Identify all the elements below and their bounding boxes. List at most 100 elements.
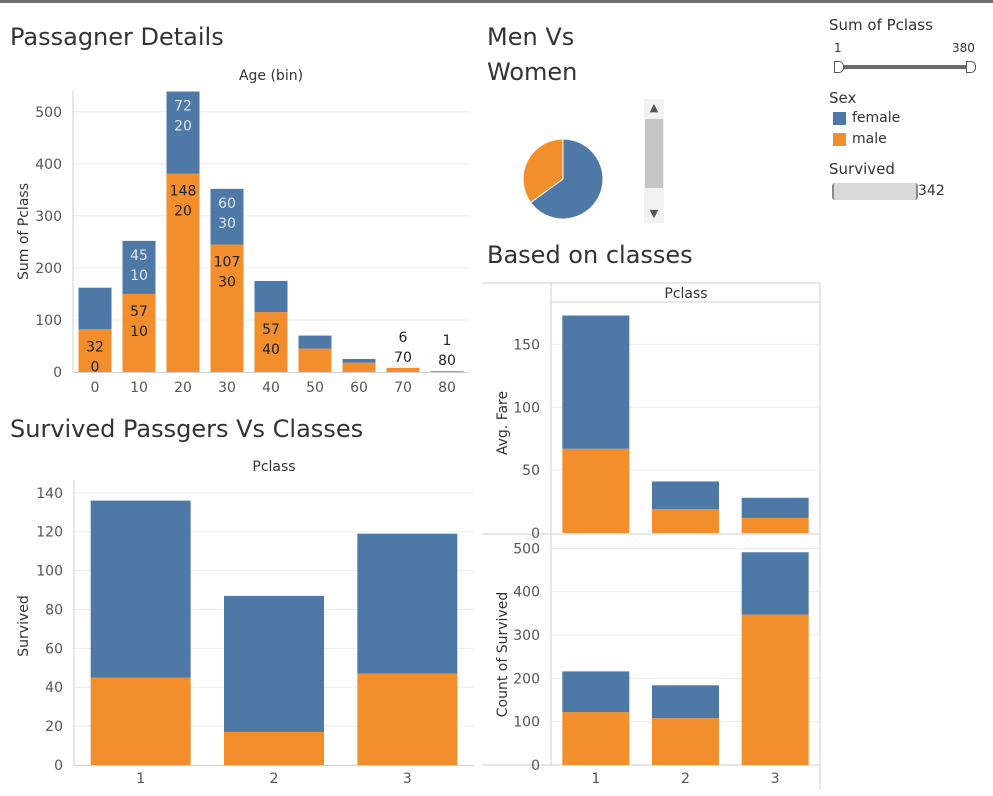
survived-filter-slider[interactable] — [832, 183, 918, 200]
bar-data-label: 40 — [262, 342, 280, 358]
bar-data-label: 60 — [218, 196, 236, 212]
bar-data-label: 6 — [399, 330, 408, 346]
bar-male — [342, 362, 376, 372]
pclass-range-slider[interactable] — [834, 61, 976, 73]
slider-handle-min[interactable] — [834, 61, 844, 73]
bar-female — [357, 533, 458, 674]
bar-male — [210, 244, 244, 372]
bar-female — [652, 481, 719, 510]
bar-data-label: 57 — [130, 304, 148, 320]
title-passenger-details: Passagner Details — [10, 23, 224, 51]
x-tick-label: 50 — [306, 380, 324, 396]
bar-female — [90, 500, 191, 678]
bar-data-label: 45 — [130, 248, 148, 264]
y-tick-label: 20 — [45, 719, 63, 735]
bar-male — [562, 712, 630, 765]
bar-female — [254, 280, 288, 313]
y-tick-label: 100 — [36, 564, 63, 580]
title-based-on-classes: Based on classes — [487, 241, 693, 269]
bar-female — [78, 287, 112, 330]
pie-scrollbar[interactable]: ▲ ▼ — [644, 99, 664, 223]
bar-data-label: 0 — [91, 359, 100, 375]
bar-female — [741, 497, 809, 518]
bar-data-label: 1 — [443, 333, 452, 349]
y-tick-label: 100 — [513, 400, 540, 416]
y-tick-label: 0 — [53, 365, 62, 381]
legend-male[interactable]: male — [833, 131, 887, 147]
bar-data-label: 80 — [438, 353, 456, 369]
y-tick-label: 140 — [36, 486, 63, 502]
y-tick-label: 400 — [35, 157, 62, 173]
survived-filter-title: Survived — [829, 160, 895, 178]
y-tick-label: 300 — [513, 628, 540, 644]
y-tick-label: 100 — [35, 313, 62, 329]
bar-male — [78, 329, 112, 372]
bar-data-label: 70 — [394, 350, 412, 366]
y-tick-label: 100 — [513, 715, 540, 731]
y-axis-title: Survived — [16, 595, 32, 656]
scroll-thumb[interactable] — [645, 119, 663, 188]
bar-data-label: 20 — [174, 204, 192, 220]
bar-data-label: 30 — [218, 275, 236, 291]
x-tick-label: 30 — [218, 380, 236, 396]
bar-male — [562, 448, 630, 533]
bar-data-label: 10 — [130, 324, 148, 340]
scroll-up-icon[interactable]: ▲ — [649, 101, 659, 114]
bar-male — [430, 370, 464, 372]
x-tick-label: 0 — [91, 380, 100, 396]
title-survived-vs-classes: Survived Passgers Vs Classes — [10, 415, 364, 443]
title-women: Women — [487, 58, 578, 86]
bar-male — [652, 718, 719, 765]
legend-female[interactable]: female — [833, 110, 900, 126]
y-axis-title: Avg. Fare — [495, 391, 511, 455]
chart-title: Pclass — [252, 459, 295, 475]
bar-female — [562, 315, 630, 449]
bar-data-label: 32 — [86, 339, 104, 355]
bar-male — [224, 731, 324, 765]
chart-title: Age (bin) — [239, 68, 303, 84]
bar-data-label: 20 — [174, 119, 192, 135]
survived-filter-value: 342 — [918, 183, 945, 199]
x-tick-label: 80 — [438, 380, 456, 396]
bar-female — [122, 240, 156, 294]
slider-handle-max[interactable] — [966, 61, 976, 73]
y-tick-label: 50 — [522, 463, 540, 479]
x-tick-label: 20 — [174, 380, 192, 396]
x-tick-label: 1 — [591, 771, 600, 787]
pclass-filter-min: 1 — [834, 41, 842, 55]
chart-title: Pclass — [664, 286, 707, 302]
y-tick-label: 80 — [45, 602, 63, 618]
y-tick-label: 120 — [36, 525, 63, 541]
sex-legend-title: Sex — [829, 89, 857, 107]
y-tick-label: 200 — [35, 261, 62, 277]
bar-female — [166, 91, 200, 174]
x-tick-label: 1 — [136, 771, 145, 787]
pclass-filter-title: Sum of Pclass — [829, 16, 933, 34]
title-men-vs: Men Vs — [487, 23, 575, 51]
legend-male-label: male — [852, 131, 887, 147]
bar-data-label: 30 — [218, 216, 236, 232]
y-tick-label: 150 — [513, 337, 540, 353]
bar-data-label: 10 — [130, 268, 148, 284]
y-tick-label: 40 — [45, 680, 63, 696]
x-tick-label: 60 — [350, 380, 368, 396]
bar-male — [90, 677, 191, 765]
x-tick-label: 40 — [262, 380, 280, 396]
pclass-filter-max: 380 — [952, 41, 975, 55]
bar-female — [298, 335, 332, 349]
x-tick-label: 3 — [771, 771, 780, 787]
y-tick-label: 300 — [35, 209, 62, 225]
bar-female — [342, 358, 376, 363]
y-tick-label: 60 — [45, 641, 63, 657]
survived-by-class-chart: 0 20 40 60 80 100 120 140 Survived Pclass 1 2 3 — [16, 459, 474, 787]
bar-female — [652, 685, 719, 719]
scroll-down-icon[interactable]: ▼ — [649, 207, 659, 220]
bar-male — [741, 517, 809, 533]
female-swatch — [833, 111, 846, 125]
bar-male — [386, 367, 420, 372]
bar-female — [224, 595, 324, 732]
class-fare-count-chart: Pclass 0 50 100 150 Avg. Fare 0 100 200 300 400 500… — [482, 282, 821, 790]
x-tick-label: 70 — [394, 380, 412, 396]
bar-male — [652, 509, 719, 533]
bar-male — [122, 293, 156, 372]
